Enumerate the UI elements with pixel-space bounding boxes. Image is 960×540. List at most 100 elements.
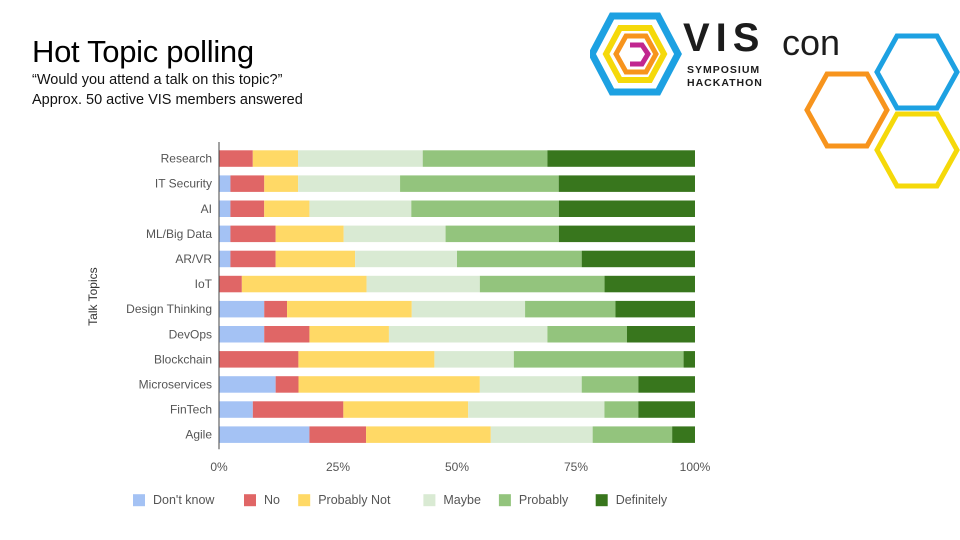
bar-segment (219, 376, 276, 393)
bar-segment (298, 376, 480, 393)
bar-segment (219, 150, 253, 167)
bar-segment (581, 250, 695, 268)
bar-segment (219, 175, 231, 192)
bar-segment (252, 401, 344, 418)
legend-swatch (498, 494, 511, 507)
bar-segment (547, 326, 627, 343)
bar-segment (457, 250, 582, 268)
bar-segment (479, 376, 582, 393)
category-label: Agile (185, 428, 212, 442)
bar-segment (434, 351, 514, 368)
bar-segment (411, 300, 526, 318)
category-label: FinTech (170, 403, 212, 417)
bar-segment (683, 351, 695, 368)
bar-segment (445, 225, 559, 243)
category-label: Research (161, 152, 212, 166)
bar-segment (343, 225, 446, 243)
bar-segment (309, 200, 412, 217)
respondent-note: Approx. 50 active VIS members answered (32, 92, 303, 108)
bar-segment (309, 426, 367, 443)
category-label: AI (201, 202, 212, 216)
x-tick-label: 25% (326, 460, 350, 474)
x-tick-label: 50% (445, 460, 469, 474)
bar-segment (400, 175, 559, 192)
bar-segment (264, 200, 310, 217)
bar-segment (490, 426, 593, 443)
bar-segment (252, 150, 299, 167)
bar-segment (638, 401, 695, 418)
bar-segment (638, 376, 695, 393)
category-label: IT Security (155, 177, 212, 191)
legend-label: Don't know (153, 493, 215, 507)
bar-segment (672, 426, 695, 443)
bar-segment (604, 401, 639, 418)
legend-swatch (298, 494, 311, 507)
bar-segment (230, 225, 276, 243)
legend-label: Probably Not (318, 493, 391, 507)
logo-brand-light: con (782, 22, 841, 63)
bar-segment (264, 326, 310, 343)
x-tick-label: 75% (564, 460, 588, 474)
bar-segment (275, 225, 344, 243)
bar-segment (219, 326, 265, 343)
bar-segment (230, 175, 265, 192)
bar-segment (275, 250, 356, 268)
legend-label: Probably (519, 493, 569, 507)
category-label: Blockchain (154, 352, 212, 366)
bar-segment (287, 300, 412, 318)
bar-segment (219, 250, 231, 268)
bar-segment (219, 200, 231, 217)
bar-segment (615, 300, 695, 318)
bar-segment (604, 275, 695, 293)
legend-label: Definitely (616, 493, 668, 507)
bar-segment (411, 200, 559, 217)
bar-segment (547, 150, 695, 167)
bar-segment (298, 150, 423, 167)
bar-segment (219, 225, 231, 243)
category-label: DevOps (169, 327, 212, 341)
bar-segment (343, 401, 469, 418)
legend-swatch (423, 494, 436, 507)
bar-segment (558, 175, 695, 192)
category-label: Design Thinking (126, 302, 212, 316)
bar-segment (468, 401, 605, 418)
bar-segment (275, 376, 299, 393)
y-axis-title: Talk Topics (86, 267, 100, 325)
bar-segment (298, 351, 435, 368)
legend-label: Maybe (443, 493, 481, 507)
bar-segment (525, 300, 616, 318)
bar-segment (230, 200, 265, 217)
bar-segment (479, 275, 605, 293)
legend-label: No (264, 493, 280, 507)
bar-segment (366, 275, 480, 293)
page-title: Hot Topic polling (32, 34, 254, 69)
bar-segment (558, 200, 695, 217)
bar-segment (592, 426, 673, 443)
bar-segment (230, 250, 276, 268)
bar-segment (219, 351, 299, 368)
x-tick-label: 0% (210, 460, 228, 474)
logo-brand-bold: VIS (683, 16, 766, 60)
legend-swatch (133, 494, 145, 507)
bar-segment (581, 376, 639, 393)
logo-line-symposium: SYMPOSIUM (687, 64, 761, 76)
category-label: ML/Big Data (146, 227, 212, 241)
bar-segment (219, 275, 242, 293)
viscon-logo-icon (590, 12, 682, 96)
decorative-hexagons-icon (804, 33, 960, 189)
x-tick-label: 100% (680, 460, 711, 474)
bar-segment (264, 175, 299, 192)
bar-segment (219, 401, 253, 418)
category-label: Microservices (139, 377, 212, 391)
bar-segment (219, 300, 265, 318)
bar-segment (309, 326, 389, 343)
category-label: IoT (195, 277, 213, 291)
bar-segment (366, 426, 491, 443)
bar-segment (422, 150, 548, 167)
bar-segment (298, 175, 401, 192)
bar-segment (626, 326, 695, 343)
survey-question: “Would you attend a talk on this topic?” (32, 72, 283, 88)
bar-segment (513, 351, 684, 368)
bar-segment (219, 426, 310, 443)
